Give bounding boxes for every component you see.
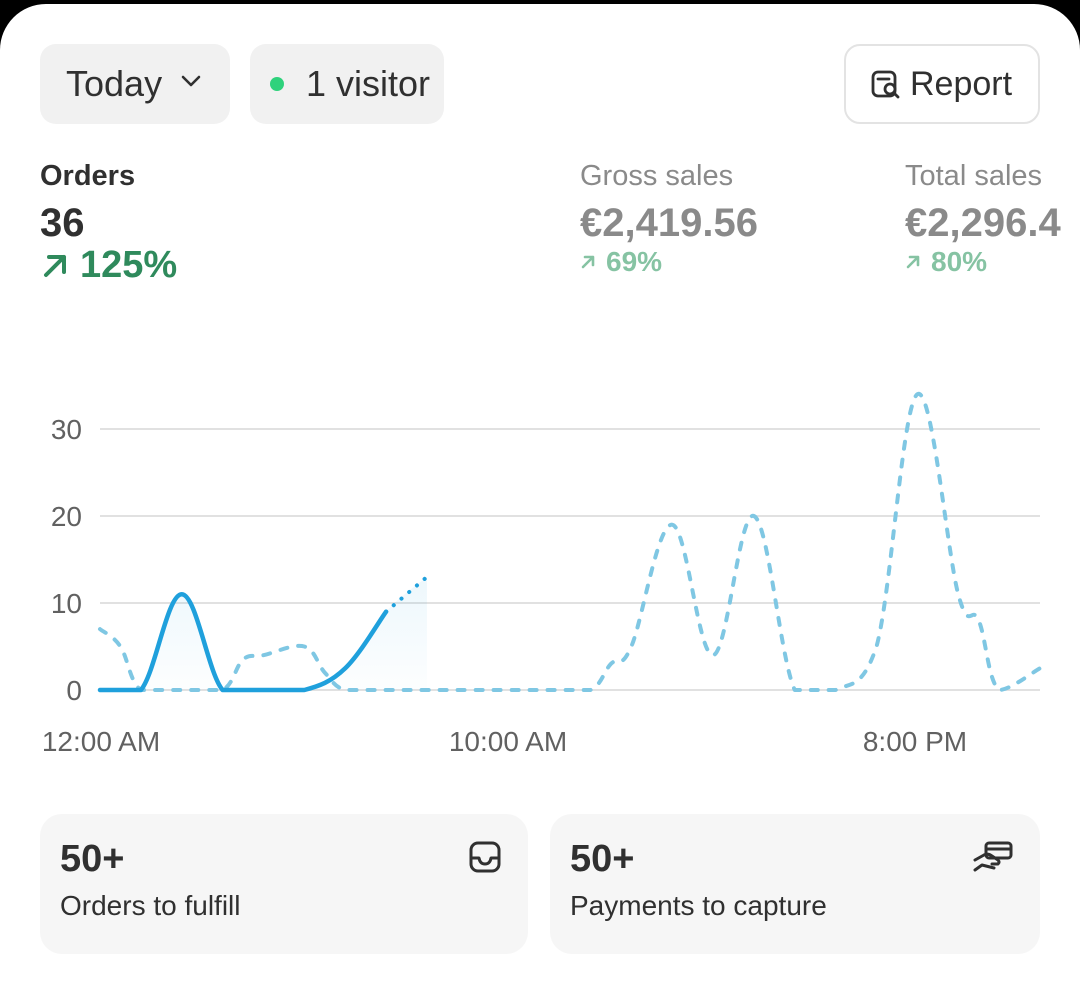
orders-line-chart: 30 20 10 0 12:00 AM 10:00 AM 8:00 PM	[42, 392, 1042, 757]
analytics-card: Today 1 visitor Report Orders 36 125% Gr…	[0, 4, 1080, 994]
metric-label: Orders	[40, 160, 136, 192]
tile-value: 50+	[570, 838, 635, 880]
y-tick-label: 20	[51, 501, 82, 532]
date-range-selector[interactable]: Today	[40, 44, 230, 124]
arrow-up-right-icon	[44, 254, 66, 277]
x-tick-label: 8:00 PM	[863, 726, 967, 757]
y-tick-label: 30	[51, 414, 82, 445]
chart-grid	[100, 428, 1040, 691]
payments-to-capture-tile[interactable]: 50+ Payments to capture	[550, 814, 1040, 954]
series-line-today	[97, 592, 389, 693]
metric-value: €2,419.56	[580, 201, 758, 245]
metric-delta-value: 80%	[931, 246, 988, 277]
series-area-fill	[100, 576, 427, 690]
tile-label: Orders to fulfill	[60, 890, 241, 921]
tile-value: 50+	[60, 838, 125, 880]
live-visitors-button[interactable]: 1 visitor	[250, 44, 444, 124]
metric-delta: 80%	[905, 246, 1061, 278]
y-tick-label: 10	[51, 588, 82, 619]
metric-total-sales[interactable]: Total sales €2,296.4 80%	[905, 158, 1061, 278]
y-axis: 30 20 10 0	[51, 414, 82, 706]
metric-delta: 69%	[580, 246, 758, 278]
report-label: Report	[910, 64, 1013, 103]
metric-delta: 125%	[40, 244, 177, 287]
hand-card-icon	[973, 841, 1013, 872]
series-line-today-projected	[384, 574, 429, 614]
report-search-icon	[871, 70, 900, 99]
tile-label: Payments to capture	[570, 890, 827, 921]
live-status-dot	[270, 77, 284, 91]
series-line-comparison	[98, 392, 1042, 692]
metric-label: Total sales	[905, 160, 1043, 192]
metric-delta-value: 69%	[606, 246, 663, 277]
metric-value: 36	[40, 201, 85, 245]
metric-orders[interactable]: Orders 36 125%	[40, 158, 177, 287]
metric-value: €2,296.4	[905, 201, 1061, 245]
metric-label: Gross sales	[580, 160, 734, 192]
metric-gross-sales[interactable]: Gross sales €2,419.56 69%	[580, 158, 758, 278]
x-tick-label: 12:00 AM	[42, 726, 160, 757]
x-axis: 12:00 AM 10:00 AM 8:00 PM	[42, 726, 967, 757]
visitors-label: 1 visitor	[306, 63, 431, 104]
chart-series	[97, 392, 1042, 693]
y-tick-label: 0	[66, 675, 82, 706]
report-button[interactable]: Report	[844, 44, 1040, 124]
metric-delta-value: 125%	[80, 244, 178, 286]
chevron-down-icon	[181, 75, 201, 87]
date-range-label: Today	[66, 63, 163, 104]
arrow-up-right-icon	[581, 255, 595, 269]
inbox-icon	[469, 841, 501, 873]
arrow-up-right-icon	[906, 255, 920, 269]
x-tick-label: 10:00 AM	[449, 726, 567, 757]
orders-to-fulfill-tile[interactable]: 50+ Orders to fulfill	[40, 814, 528, 954]
